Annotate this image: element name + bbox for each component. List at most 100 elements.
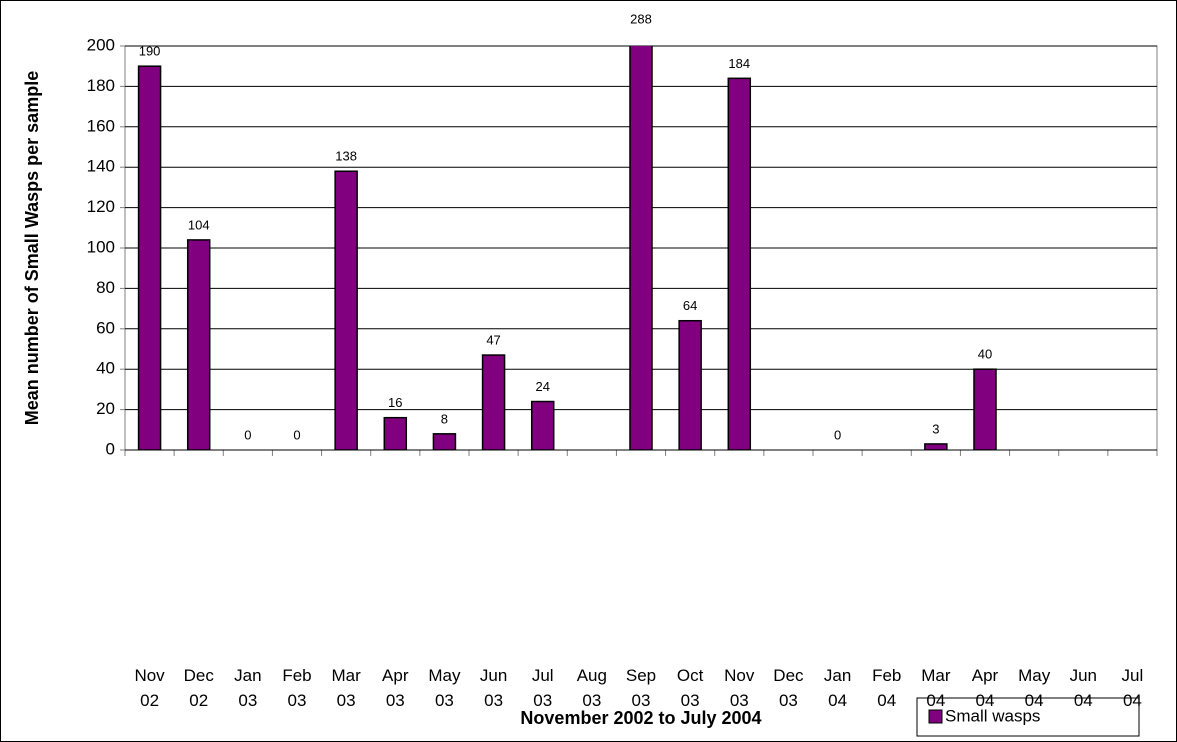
x-tick-label-line: 04 <box>926 691 945 710</box>
bar <box>186 239 211 450</box>
x-tick-label: Jun 03 <box>480 666 507 710</box>
x-tick-label: Feb 03 <box>282 666 311 710</box>
x-tick-label-line: May <box>1018 666 1051 685</box>
x-tick-label: Feb 04 <box>872 666 901 710</box>
value-label: 24 <box>535 379 549 394</box>
value-label: 64 <box>683 298 697 313</box>
x-tick-label-line: 03 <box>386 691 405 710</box>
y-tick-label: 180 <box>87 76 115 95</box>
x-tick-label-line: 04 <box>1123 691 1142 710</box>
x-tick-label-line: Mar <box>332 666 362 685</box>
x-tick-label: Jun 04 <box>1070 666 1097 710</box>
bar <box>530 400 555 450</box>
x-tick-label-line: Jul <box>532 666 554 685</box>
x-tick-label: Jan 04 <box>824 666 851 710</box>
bar <box>973 368 997 450</box>
x-tick-label-line: Apr <box>382 666 409 685</box>
x-tick-label-line: 02 <box>140 691 159 710</box>
x-tick-label-line: 04 <box>1025 691 1044 710</box>
x-tick-label-line: 03 <box>435 691 454 710</box>
value-label: 0 <box>293 427 300 442</box>
value-label: 0 <box>834 427 841 442</box>
x-tick-label-line: Aug <box>577 666 607 685</box>
x-tick-label-line: 03 <box>238 691 257 710</box>
value-label: 3 <box>932 421 939 436</box>
x-tick-label-line: Mar <box>921 666 951 685</box>
x-tick-label-line: Nov <box>134 666 165 685</box>
x-tick-label-line: 03 <box>337 691 356 710</box>
x-tick-label: Apr 03 <box>382 666 409 710</box>
x-tick-label-line: Jan <box>234 666 261 685</box>
x-tick-label-line: 04 <box>976 691 995 710</box>
x-tick-label-line: 03 <box>533 691 552 710</box>
x-tick-label: Jul 04 <box>1122 666 1144 710</box>
legend-swatch <box>928 709 943 724</box>
y-tick-label: 40 <box>96 359 115 378</box>
x-tick-label-line: Jul <box>1122 666 1144 685</box>
bar <box>334 170 358 450</box>
x-tick-label: Jan 03 <box>234 666 261 710</box>
x-tick-label-line: Dec <box>184 666 215 685</box>
x-tick-label: Jul 03 <box>532 666 554 710</box>
x-tick-label: Apr 04 <box>972 666 999 710</box>
bar <box>727 77 752 450</box>
y-tick-label: 160 <box>87 116 115 135</box>
x-tick-label-line: 02 <box>189 691 208 710</box>
value-label: 288 <box>630 11 652 26</box>
x-tick-label: Sep 03 <box>626 666 656 710</box>
x-tick-label-line: 03 <box>288 691 307 710</box>
bar <box>678 319 702 450</box>
bar <box>481 354 506 450</box>
y-tick-label: 120 <box>87 197 115 216</box>
x-tick-label: Oct 03 <box>677 666 704 710</box>
x-tick-label-line: Jun <box>480 666 507 685</box>
x-tick-label-line: Feb <box>872 666 901 685</box>
x-tick-label-line: Nov <box>724 666 755 685</box>
bar <box>383 416 408 450</box>
x-tick-label-line: 03 <box>730 691 749 710</box>
x-tick-label-line: Jun <box>1070 666 1097 685</box>
legend-label: Small wasps <box>945 706 1040 725</box>
y-axis-title: Mean number of Small Wasps per sample <box>22 71 42 425</box>
value-label: 138 <box>335 149 357 164</box>
x-tick-label-line: 03 <box>779 691 798 710</box>
bars <box>137 46 997 450</box>
value-label: 0 <box>244 427 251 442</box>
y-tick-label: 0 <box>106 439 115 458</box>
y-tick-label: 60 <box>96 318 115 337</box>
x-tick-label-line: May <box>428 666 461 685</box>
bar <box>432 433 457 450</box>
x-tick-label-line: Apr <box>972 666 999 685</box>
x-tick-label-line: Oct <box>677 666 704 685</box>
x-tick-label: Aug 03 <box>577 666 607 710</box>
y-tick-label: 80 <box>96 278 115 297</box>
y-tick-label: 20 <box>96 399 115 418</box>
x-tick-label-line: 04 <box>1074 691 1093 710</box>
x-tick-label-line: 03 <box>681 691 700 710</box>
x-tick-label: Dec 03 <box>773 666 804 710</box>
x-tick-label: May 03 <box>428 666 461 710</box>
x-tick-label-line: 03 <box>484 691 503 710</box>
y-tick-label: 100 <box>87 237 115 256</box>
value-label: 16 <box>388 395 402 410</box>
value-label: 104 <box>188 217 210 232</box>
x-tick-label-line: Sep <box>626 666 656 685</box>
x-tick-label-line: 03 <box>582 691 601 710</box>
x-tick-label-line: Jan <box>824 666 851 685</box>
value-label: 40 <box>978 347 992 362</box>
value-label: 47 <box>486 332 500 347</box>
x-tick-label: Mar 04 <box>921 666 951 710</box>
x-tick-label-line: Feb <box>282 666 311 685</box>
x-tick-label: Nov 02 <box>134 666 165 710</box>
x-tick-label-line: 03 <box>632 691 651 710</box>
value-label: 190 <box>139 44 161 59</box>
x-tick-label: Dec 02 <box>184 666 215 710</box>
x-axis-title: November 2002 to July 2004 <box>520 708 761 728</box>
y-tick-label: 140 <box>87 157 115 176</box>
x-tick-label-line: 04 <box>877 691 896 710</box>
bar <box>629 46 653 450</box>
value-label: 8 <box>441 411 448 426</box>
bar <box>924 443 948 450</box>
value-label: 184 <box>728 56 750 71</box>
